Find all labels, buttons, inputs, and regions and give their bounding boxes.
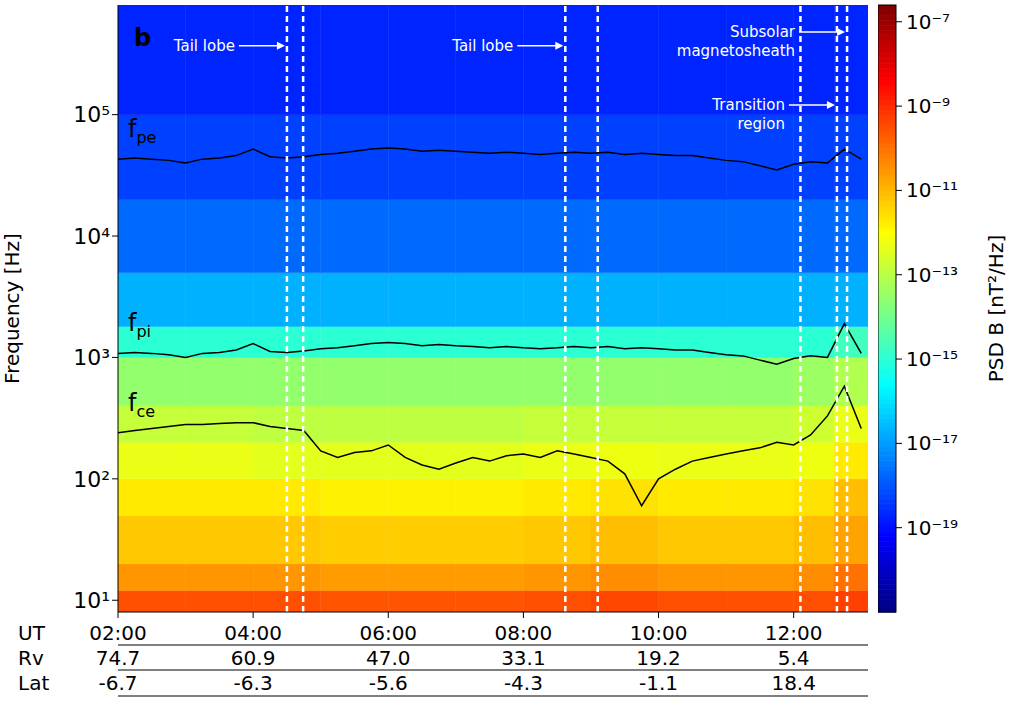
svg-text:18.4: 18.4 [771,671,816,695]
svg-text:10⁻⁷: 10⁻⁷ [906,10,950,34]
svg-text:10¹: 10¹ [73,588,110,613]
svg-text:10⁻¹⁵: 10⁻¹⁵ [906,347,958,371]
svg-text:10⁻¹³: 10⁻¹³ [906,263,958,287]
svg-text:-4.3: -4.3 [504,671,543,695]
svg-text:PSD B [nT²/Hz]: PSD B [nT²/Hz] [984,235,1008,382]
svg-text:region: region [737,115,784,133]
svg-text:47.0: 47.0 [366,646,411,670]
svg-text:Subsolar: Subsolar [730,23,796,41]
svg-text:Tail lobe: Tail lobe [173,37,235,55]
svg-text:10⁴: 10⁴ [73,224,110,249]
svg-text:Tail lobe: Tail lobe [451,37,513,55]
svg-text:10³: 10³ [73,345,110,370]
svg-text:10⁻⁹: 10⁻⁹ [906,94,950,118]
svg-text:33.1: 33.1 [501,646,546,670]
svg-text:5.4: 5.4 [778,646,810,670]
svg-text:-1.1: -1.1 [639,671,678,695]
svg-text:02:00: 02:00 [89,621,147,645]
svg-text:10:00: 10:00 [630,621,688,645]
svg-text:-5.6: -5.6 [369,671,408,695]
svg-text:fpi: fpi [128,309,151,341]
svg-text:fpe: fpe [128,115,156,147]
svg-text:60.9: 60.9 [231,646,276,670]
svg-text:Transition: Transition [711,96,785,114]
svg-text:fce: fce [128,389,155,421]
svg-text:-6.3: -6.3 [234,671,273,695]
svg-text:04:00: 04:00 [224,621,282,645]
svg-text:magnetosheath: magnetosheath [677,42,795,60]
svg-text:Frequency [Hz]: Frequency [Hz] [0,233,24,384]
svg-text:10⁻¹¹: 10⁻¹¹ [906,178,958,202]
svg-text:08:00: 08:00 [495,621,553,645]
svg-text:10⁵: 10⁵ [73,102,110,127]
html-text:b: b [134,24,152,52]
svg-text:-6.7: -6.7 [98,671,137,695]
svg-text:06:00: 06:00 [359,621,417,645]
svg-text:Lat: Lat [18,671,49,695]
svg-text:Rv: Rv [18,646,44,670]
svg-text:10⁻¹⁹: 10⁻¹⁹ [906,516,958,540]
svg-text:19.2: 19.2 [636,646,681,670]
svg-text:UT: UT [18,621,46,645]
svg-text:74.7: 74.7 [96,646,141,670]
svg-text:10⁻¹⁷: 10⁻¹⁷ [906,431,958,455]
svg-text:12:00: 12:00 [765,621,823,645]
svg-text:10²: 10² [73,467,110,492]
